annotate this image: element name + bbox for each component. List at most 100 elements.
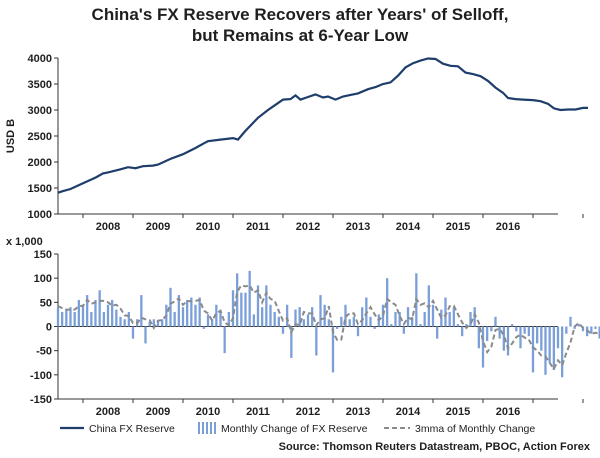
change-bar — [594, 326, 597, 329]
change-bar — [423, 312, 426, 327]
change-bar — [461, 326, 464, 337]
change-bar — [381, 304, 385, 327]
change-bar — [219, 309, 222, 327]
change-bar — [156, 321, 160, 327]
change-y-tick-label: -50 — [36, 346, 52, 358]
change-x-tick-label: 2013 — [346, 406, 370, 418]
change-bar — [490, 326, 493, 332]
change-bar — [390, 324, 393, 327]
change-bar — [494, 316, 497, 327]
legend: China FX Reserve Monthly Change of FX Re… — [60, 422, 535, 435]
reserve-x-tick-label: 2011 — [246, 221, 270, 233]
reserve-y-tick-label: 1500 — [28, 183, 52, 195]
change-bar — [361, 307, 364, 327]
change-bar — [436, 326, 439, 339]
change-bar — [536, 326, 539, 344]
change-bar — [148, 321, 151, 327]
change-bar — [452, 307, 455, 327]
reserve-x-tick-label: 2008 — [96, 221, 120, 233]
change-bar — [481, 326, 485, 368]
change-bar — [152, 319, 155, 327]
reserve-panel: 4000 3500 3000 2500 2000 1500 1000 2008 2009 201… — [28, 53, 588, 233]
change-bar — [598, 326, 600, 339]
reserve-y-tick-label: 2000 — [28, 157, 52, 169]
legend-reserve-label: China FX Reserve — [89, 423, 175, 435]
change-bar — [552, 326, 555, 370]
change-bar — [398, 312, 401, 327]
change-bar — [577, 324, 580, 327]
change-y-tick-label: -150 — [30, 394, 52, 406]
change-bar — [336, 326, 339, 329]
change-bar — [190, 297, 193, 327]
change-bar — [431, 304, 435, 327]
legend-ma-label: 3mma of Monthly Change — [415, 423, 535, 435]
change-y-tick-label: 0 — [46, 322, 52, 334]
reserve-y-tick-label: 4000 — [28, 53, 52, 65]
change-bar — [94, 299, 97, 327]
change-bar — [111, 299, 114, 327]
change-bar — [465, 324, 468, 327]
chart-title: China's FX Reserve Recovers after Years'… — [92, 5, 509, 24]
reserve-y-label: USD B — [5, 119, 17, 153]
change-bar — [102, 312, 105, 327]
change-bar — [565, 326, 568, 334]
change-bar — [515, 326, 518, 332]
change-bar — [502, 326, 505, 351]
change-bar — [81, 304, 85, 327]
reserve-y-tick-label: 3000 — [28, 105, 52, 117]
reserve-x-tick-label: 2012 — [296, 221, 320, 233]
change-bar — [511, 324, 514, 327]
change-bar — [456, 324, 460, 327]
change-bar — [115, 309, 118, 327]
change-bar — [486, 326, 489, 341]
change-bar — [123, 319, 126, 327]
change-bar — [444, 297, 447, 327]
source-note: Source: Thomson Reuters Datastream, PBOC… — [279, 441, 591, 453]
change-bar — [561, 326, 564, 378]
change-bar — [477, 326, 480, 349]
change-y-tick-label: 150 — [34, 249, 52, 261]
change-bar — [140, 295, 143, 327]
change-bar — [227, 312, 230, 327]
change-bar — [215, 304, 218, 327]
ma-series-line — [57, 284, 600, 372]
change-bar — [265, 285, 268, 327]
change-bar — [556, 326, 560, 349]
change-bar — [252, 314, 255, 327]
change-bar — [469, 312, 472, 327]
change-bar — [323, 304, 326, 327]
chart-subtitle: but Remains at 6-Year Low — [192, 26, 409, 45]
change-bar — [90, 312, 93, 327]
change-bar — [248, 270, 251, 327]
change-bar — [294, 309, 297, 327]
change-bar — [161, 319, 164, 327]
change-bar — [340, 316, 343, 327]
change-bar — [386, 278, 389, 327]
change-bar — [394, 312, 397, 327]
change-bar — [194, 304, 197, 327]
change-bar — [573, 326, 576, 329]
change-y-tick-label: 50 — [40, 297, 52, 309]
change-bar — [273, 312, 276, 327]
reserve-x-tick-label: 2013 — [346, 221, 370, 233]
change-bar — [56, 307, 60, 327]
change-bar — [419, 324, 422, 327]
change-bar — [206, 314, 210, 327]
change-bar — [352, 316, 355, 327]
change-x-tick-label: 2014 — [396, 406, 421, 418]
change-bar — [69, 307, 72, 327]
change-bar — [590, 326, 593, 334]
change-y-tick-label: -100 — [30, 370, 52, 382]
change-bar — [61, 312, 64, 327]
change-bar — [473, 307, 476, 327]
change-bar — [527, 326, 530, 337]
change-bar — [244, 292, 247, 327]
change-bar — [202, 326, 205, 329]
change-bar — [127, 312, 130, 327]
change-bar — [569, 316, 572, 327]
change-bar — [281, 326, 285, 334]
reserve-x-tick-label: 2015 — [446, 221, 470, 233]
change-bar — [298, 307, 301, 327]
change-bar — [177, 295, 180, 327]
change-bar — [181, 307, 185, 327]
